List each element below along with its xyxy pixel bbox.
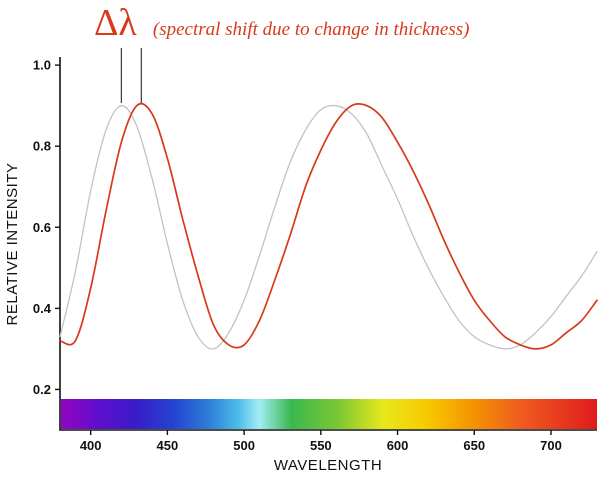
delta-lambda-symbol: Δλ xyxy=(94,2,137,44)
axis-lines xyxy=(59,57,597,431)
x-tick-label: 650 xyxy=(463,438,485,453)
intensity-curves xyxy=(59,102,598,350)
y-tick-label: 0.6 xyxy=(33,220,51,235)
y-axis-title: RELATIVE INTENSITY xyxy=(4,163,21,326)
x-axis-title: WAVELENGTH xyxy=(274,457,382,474)
x-tick-label: 550 xyxy=(310,438,332,453)
x-tick-label: 600 xyxy=(387,438,409,453)
x-tick-label: 400 xyxy=(80,438,102,453)
axes: 400 450 500 550 600 650 700 0.2 0.4 0.6 0.8 1.0 xyxy=(33,57,597,453)
x-tick-label: 500 xyxy=(233,438,255,453)
curve-shifted-thickness xyxy=(59,102,598,350)
delta-lambda-marker-lines xyxy=(120,48,142,103)
visible-spectrum-bar xyxy=(61,399,597,429)
y-tick-label: 0.8 xyxy=(33,139,51,154)
curve-original-thickness xyxy=(59,104,598,350)
y-tick-label: 0.2 xyxy=(33,382,51,397)
y-tick-label: 0.4 xyxy=(33,301,52,316)
x-tick-label: 700 xyxy=(540,438,562,453)
delta-lambda-annotation: Δλ (spectral shift due to change in thic… xyxy=(94,0,469,50)
y-tick-label: 1.0 xyxy=(33,58,51,73)
x-tick-label: 450 xyxy=(157,438,179,453)
annotation-text: (spectral shift due to change in thickne… xyxy=(152,19,470,40)
